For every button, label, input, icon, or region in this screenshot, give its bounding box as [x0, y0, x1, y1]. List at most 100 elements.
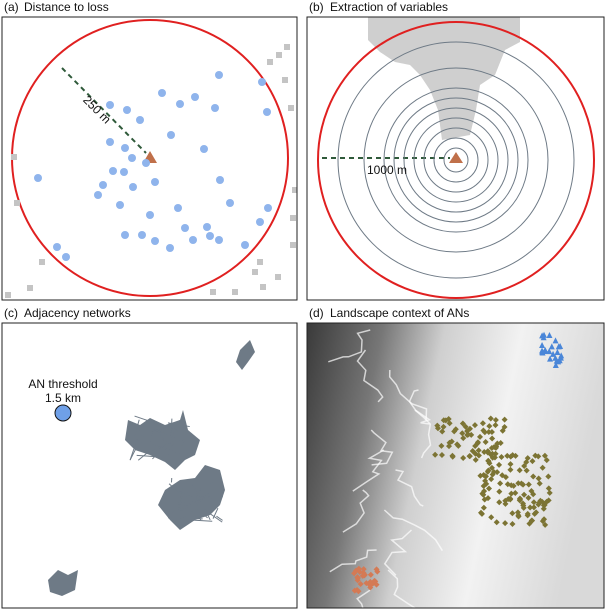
network-edge — [212, 507, 219, 519]
cluster-point — [465, 431, 472, 438]
cluster-point — [438, 451, 445, 458]
cluster-point — [518, 480, 525, 487]
point — [53, 243, 61, 251]
cluster-point — [357, 580, 364, 587]
buffer-ring — [413, 117, 499, 203]
valley — [356, 589, 371, 608]
cluster-point — [557, 342, 564, 349]
point — [264, 204, 272, 212]
point — [34, 174, 42, 182]
point — [106, 101, 114, 109]
buffer-ring — [393, 97, 519, 223]
cluster-point — [449, 453, 456, 460]
cluster-point — [469, 448, 476, 455]
point — [106, 138, 114, 146]
cluster-point — [480, 483, 487, 490]
cluster-point — [472, 456, 479, 463]
cluster-point — [493, 519, 500, 526]
point — [216, 176, 224, 184]
cluster-point — [488, 476, 495, 483]
valley — [414, 409, 432, 459]
network — [48, 570, 78, 596]
cluster-point — [488, 464, 495, 471]
cluster-point — [539, 464, 546, 471]
point — [128, 154, 136, 162]
valley — [329, 549, 377, 573]
legend-label: AN threshold — [28, 377, 97, 391]
cluster-point — [492, 422, 499, 429]
cluster-point — [547, 355, 554, 362]
cluster-point — [451, 428, 458, 435]
buffer-ring — [443, 147, 469, 173]
panel-tag: (a) — [4, 0, 19, 14]
cluster-point — [486, 423, 493, 430]
valley — [356, 349, 384, 403]
cluster-point — [455, 442, 462, 449]
cluster-point — [496, 461, 503, 468]
panel-b — [317, 17, 595, 299]
point — [109, 167, 117, 175]
cluster-point — [525, 481, 532, 488]
buffer-ring — [423, 127, 489, 193]
cluster-point — [535, 501, 542, 508]
cluster-point — [499, 427, 506, 434]
cluster-point — [550, 350, 557, 357]
point — [62, 253, 70, 261]
cluster-point — [371, 577, 378, 584]
cluster-point — [525, 494, 532, 501]
cluster-point — [462, 423, 469, 430]
cluster-point — [367, 571, 374, 578]
cluster-point — [548, 343, 555, 350]
valley — [383, 529, 412, 576]
cluster-point — [545, 473, 552, 480]
network-edge — [160, 423, 171, 461]
network-edge — [209, 478, 222, 505]
cluster-point — [479, 490, 486, 497]
distance-label: 1000 m — [367, 163, 407, 177]
cluster-point — [354, 587, 361, 594]
cluster-point — [546, 331, 553, 338]
network-edge — [167, 422, 190, 428]
cluster-point — [459, 420, 466, 427]
panel-a — [5, 19, 297, 298]
valley — [342, 489, 370, 533]
panel-frame — [1, 16, 298, 301]
cluster-point — [509, 452, 516, 459]
cluster-point — [533, 509, 540, 516]
cluster-point — [496, 499, 503, 506]
cluster-point — [459, 430, 466, 437]
cluster-point — [552, 361, 559, 368]
land-cell — [252, 269, 258, 275]
cluster-point — [489, 454, 496, 461]
network-edge — [152, 426, 184, 460]
buffer-ring — [403, 107, 509, 213]
cluster-point — [504, 481, 511, 488]
cluster-point — [539, 349, 546, 356]
terrain — [307, 323, 604, 608]
cluster-point — [501, 416, 508, 423]
cluster-point — [552, 337, 559, 344]
cluster-point — [466, 425, 473, 432]
point — [215, 236, 223, 244]
network-edge — [152, 431, 186, 460]
network-edge — [151, 429, 155, 437]
buffer-circle — [317, 21, 595, 299]
cluster-point — [460, 454, 467, 461]
cluster-point — [475, 452, 482, 459]
point — [129, 183, 137, 191]
land-cell — [292, 187, 297, 193]
panel-frame — [306, 322, 605, 609]
network — [158, 465, 225, 530]
cluster-point — [367, 584, 374, 591]
cluster-point — [489, 471, 496, 478]
cluster-point — [530, 473, 537, 480]
cluster-point — [354, 574, 361, 581]
cluster-point — [502, 474, 509, 481]
loss-marker — [449, 152, 463, 163]
network-edge — [204, 496, 223, 513]
cluster-point — [530, 491, 537, 498]
point — [166, 244, 174, 252]
network-edge — [149, 426, 168, 442]
cluster-point — [502, 500, 509, 507]
cluster-point — [523, 467, 530, 474]
